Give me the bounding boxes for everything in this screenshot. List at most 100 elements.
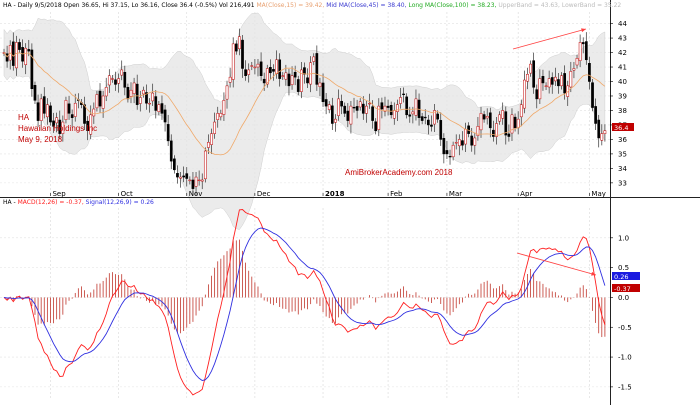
candle-body [470,135,474,146]
signal-tag-label: 0.26 [614,273,628,281]
header-mid-ma: Mid MA(Close,45) = 38.40, [326,2,406,9]
candle-body [120,69,124,76]
candle-body [231,43,235,80]
candle-body [346,110,350,121]
candle-body [182,175,186,178]
y-axis-price: 333435363738394041424344 [610,20,627,187]
candle-body [132,82,136,94]
candle-body [526,74,529,82]
price-tag: 36.4 [612,123,634,132]
candle-body [544,85,548,87]
candle-body [485,116,489,119]
macd-header-prefix: HA - [3,199,18,206]
candle-body [67,103,71,114]
candle-body [340,100,343,107]
candle-body [374,121,378,131]
candle-body [219,113,223,118]
candle-body [352,107,356,109]
candle-body [365,105,368,114]
candle-body [290,75,294,85]
candle-body [600,133,604,141]
candle-body [101,95,105,109]
candle-body [213,121,216,134]
x-tick-label: Sep [52,190,66,198]
candle-body [519,104,523,118]
candle-body [557,79,560,87]
trend-arrows [512,28,597,276]
candle-body [191,179,195,189]
x-tick-label: Dec [257,190,271,198]
candle-body [327,104,331,110]
candle-body [492,129,495,137]
candle-body [464,129,467,145]
candle-body [408,114,412,117]
candle-body [15,42,18,69]
mid-ma-line [3,52,606,156]
candle-body [414,98,418,116]
candle-body [163,109,167,123]
candle-body [114,79,117,85]
candle-body [411,111,415,115]
candle-body [126,87,130,100]
candle-body [210,133,213,145]
candle-body [269,67,272,74]
candle-body [321,82,325,103]
candle-body [207,142,210,148]
candle-body [39,98,43,121]
candle-body [563,73,566,94]
y-tick-label: 40 [618,78,627,86]
candle-body [281,75,285,77]
candle-body [58,119,62,134]
header-lower-band: LowerBand = 35.22 [562,2,622,9]
candle-body [200,179,204,182]
candle-body [89,114,93,135]
candle-body [296,79,300,92]
candle-body [389,105,393,116]
candle-body [55,117,59,124]
candle-body [70,114,74,118]
candle-body [448,155,452,158]
candle-body [334,118,337,123]
candle-body [399,97,402,104]
candle-body [107,75,111,86]
candle-body [18,42,21,50]
watermark: AmiBrokerAcademy.com 2018 [345,168,453,177]
candle-body [569,71,573,88]
candle-body [603,130,607,134]
candle-body [461,140,464,146]
grid [0,12,610,400]
candle-body [287,73,291,87]
candle-body [278,59,282,79]
candle-body [203,150,207,180]
y-tick-label: 35 [618,150,627,158]
candle-body [234,43,238,52]
candle-body [52,120,55,127]
candle-body [92,108,96,117]
candle-body [324,99,328,107]
candle-body [222,100,226,115]
candle-body [358,101,362,108]
candle-body [433,110,436,125]
candle-body [33,85,37,101]
candle-body [83,104,86,124]
candle-body [377,105,381,130]
candle-body [86,120,89,131]
candle-body [253,66,257,69]
candle-body [24,47,28,65]
candle-body [36,102,40,121]
candle-body [495,123,498,137]
candle-body [504,111,508,136]
candle-body [343,105,347,114]
y-tick-label: 36 [618,136,627,144]
x-tick-label: Apr [520,190,532,198]
candle-body [594,106,597,124]
candle-body [445,150,449,155]
candle-body [454,142,458,144]
candle-body [169,140,173,162]
candle-body [451,144,455,158]
candle-body [498,114,501,122]
candle-body [27,49,31,52]
macd-header: HA - MACD(12,26) = -0.37, Signal(12,26,9… [3,199,154,206]
header-long-ma: Long MA(Close,100) = 38.23, [408,2,496,9]
candle-body [244,69,247,76]
